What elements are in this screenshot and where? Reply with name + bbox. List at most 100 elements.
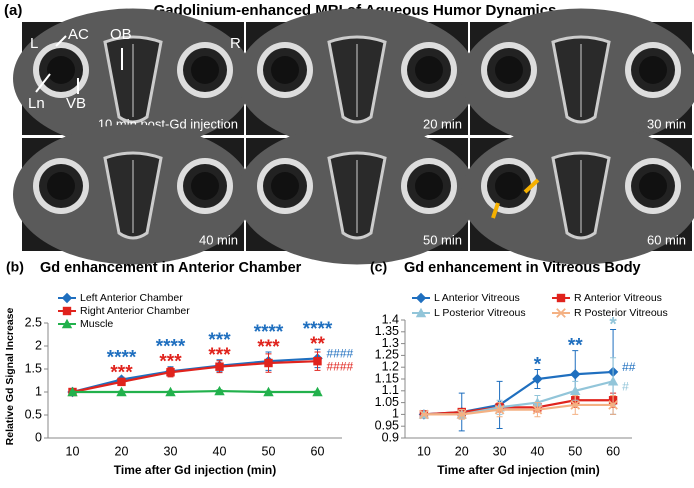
x-tick-label: 40	[530, 444, 544, 458]
annotation: OB	[110, 26, 132, 43]
y-tick-label: 1	[392, 407, 399, 421]
marker	[556, 293, 566, 303]
marker	[116, 386, 127, 397]
x-tick-label: 10	[66, 444, 80, 458]
eye-lens	[271, 172, 299, 200]
yellow-arrows	[491, 178, 540, 219]
y-tick-label: 1.15	[375, 371, 399, 385]
legend-label: R Anterior Vitreous	[574, 292, 662, 304]
x-tick-label: 30	[164, 444, 178, 458]
marker	[62, 306, 72, 316]
y-axis-label: Relative Gd Signal Increase	[4, 307, 16, 445]
y-tick-label: 2.5	[25, 315, 42, 329]
legend-label: Muscle	[80, 318, 113, 330]
marker	[165, 386, 176, 397]
panel-label: (a)	[4, 2, 22, 19]
marker	[215, 362, 224, 371]
mri-image: 20 min	[237, 8, 477, 149]
y-tick-label: 1.1	[382, 383, 399, 397]
marker	[607, 376, 619, 386]
x-axis-label: Time after Gd injection (min)	[437, 463, 599, 477]
significance: **	[310, 334, 325, 355]
eye-lens	[47, 172, 75, 200]
marker	[494, 404, 505, 415]
panel-label: (c)	[370, 259, 387, 275]
x-tick-label: 20	[455, 444, 469, 458]
annotation: R	[230, 35, 241, 52]
marker	[166, 368, 175, 377]
x-tick-label: 50	[262, 444, 276, 458]
image-label: 40 min	[199, 232, 238, 247]
eye-lens	[271, 56, 299, 84]
x-tick-label: 60	[606, 444, 620, 458]
x-tick-label: 30	[493, 444, 507, 458]
significance: ***	[208, 330, 231, 351]
significance: ****	[107, 347, 137, 368]
significance: **	[568, 336, 583, 357]
image-label: 50 min	[423, 232, 462, 247]
series-line	[423, 399, 614, 416]
marker	[608, 400, 618, 410]
legend-label: Right Anterior Chamber	[80, 305, 190, 317]
significance: ****	[156, 337, 186, 358]
marker	[456, 409, 467, 420]
chart-title: Gd enhancement in Vitreous Body	[404, 260, 641, 276]
series-line	[72, 389, 318, 394]
mri-annotations: L AC OB Ln VB R	[28, 26, 540, 219]
series-line	[423, 403, 614, 416]
marker	[532, 404, 543, 415]
significance: ***	[257, 337, 280, 358]
y-tick-label: 1.4	[382, 312, 399, 326]
marker	[532, 397, 543, 407]
mri-images: 10 min post-Gd injection 20 min 30 min 40 m…	[13, 8, 694, 265]
eye-lens	[191, 56, 219, 84]
eye-lens	[415, 172, 443, 200]
x-tick-label: 60	[311, 444, 325, 458]
eye-lens	[639, 172, 667, 200]
annotation: AC	[68, 26, 89, 43]
y-tick-label: 1.35	[375, 324, 399, 338]
significance: *	[609, 314, 617, 335]
mri-image: 60 min	[461, 124, 694, 265]
end-label: ####	[327, 359, 354, 373]
marker	[61, 292, 73, 304]
chart: (b) Gd enhancement in Anterior Chamber 0 0.…	[4, 259, 354, 477]
series	[419, 395, 618, 420]
significance: ***	[208, 345, 231, 366]
marker	[532, 373, 543, 385]
y-tick-label: 0.95	[375, 418, 399, 432]
series-line	[72, 360, 318, 394]
eye-lens	[191, 172, 219, 200]
charts: (b) Gd enhancement in Anterior Chamber 0 0.…	[4, 259, 668, 477]
y-tick-label: 1	[35, 384, 42, 398]
eye-lens	[495, 172, 523, 200]
annotation: Ln	[28, 95, 45, 112]
y-tick-label: 0.9	[382, 430, 399, 444]
eye-lens	[495, 56, 523, 84]
x-axis-label: Time after Gd injection (min)	[114, 463, 276, 477]
legend-label: L Posterior Vitreous	[434, 307, 526, 319]
x-tick-label: 50	[568, 444, 582, 458]
significance: ****	[254, 322, 284, 343]
marker	[415, 292, 427, 304]
x-tick-label: 20	[115, 444, 129, 458]
y-tick-label: 1.3	[382, 336, 399, 350]
significance: *	[534, 355, 542, 376]
legend-label: Left Anterior Chamber	[80, 292, 183, 304]
marker	[415, 307, 427, 318]
arrows	[35, 35, 123, 94]
series: ##	[418, 328, 636, 432]
y-tick-label: 0	[35, 430, 42, 444]
marker	[264, 358, 273, 368]
series: ####	[68, 351, 354, 397]
end-label: #	[622, 380, 629, 394]
mri-image: 40 min	[13, 124, 253, 265]
y-tick-label: 1.5	[25, 361, 42, 375]
eye-lens	[47, 56, 75, 84]
image-label: 20 min	[423, 116, 462, 131]
eye-lens	[415, 56, 443, 84]
image-label: 30 min	[647, 116, 686, 131]
chart-title: Gd enhancement in Anterior Chamber	[40, 260, 302, 276]
marker	[214, 385, 225, 396]
